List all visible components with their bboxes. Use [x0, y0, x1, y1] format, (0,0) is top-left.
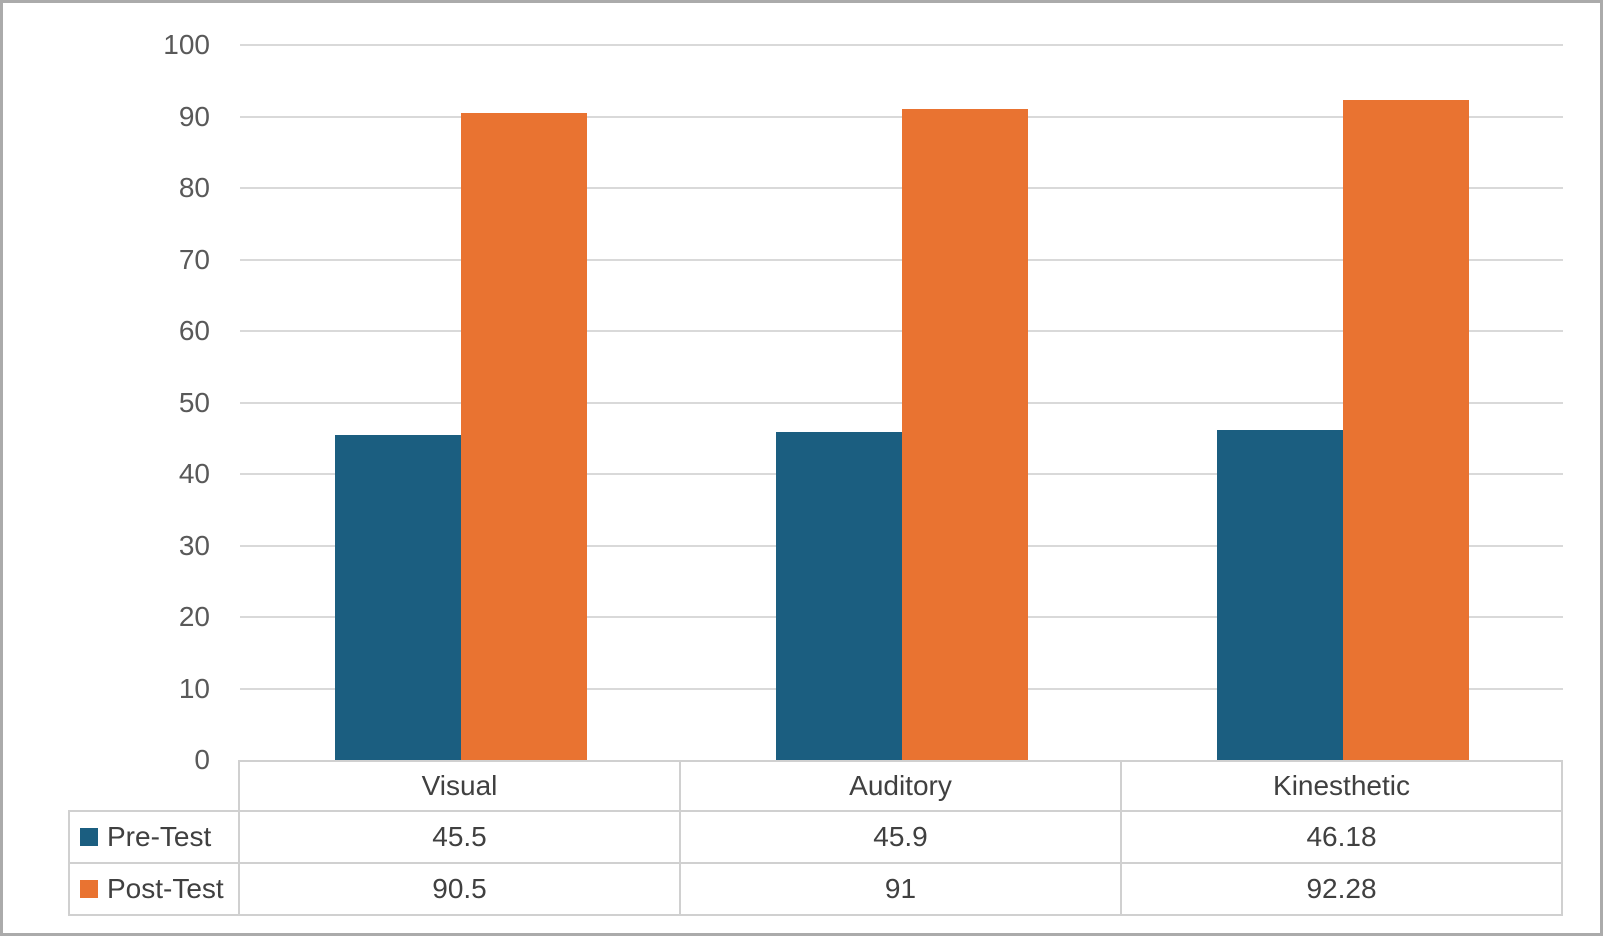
- table-value-post-test-kinesthetic: 92.28: [1122, 864, 1563, 916]
- bar-pre-test-visual: [334, 434, 461, 760]
- y-axis-tick-label-50: 50: [178, 386, 210, 418]
- table-header-auditory: Auditory: [681, 760, 1122, 812]
- y-axis-tick-label-100: 100: [163, 29, 210, 60]
- y-axis-tick-label-0: 0: [194, 744, 210, 775]
- y-axis-tick-label-80: 80: [178, 172, 210, 203]
- legend-label-pre-test: Pre-Test: [107, 821, 212, 852]
- table-header-visual: Visual: [240, 760, 681, 812]
- table-value-pre-test-visual: 45.5: [240, 812, 681, 864]
- legend-label-post-test: Post-Test: [107, 873, 224, 904]
- legend-swatch-pre-test-icon: [80, 828, 98, 846]
- table-value-post-test-auditory: 91: [681, 864, 1122, 916]
- bar-pre-test-kinesthetic: [1216, 429, 1343, 760]
- legend-swatch-post-test-icon: [80, 880, 98, 898]
- legend-item-post-test: Post-Test: [68, 864, 240, 916]
- bar-post-test-visual: [460, 112, 587, 760]
- y-axis-tick-label-40: 40: [178, 458, 210, 489]
- legend-item-pre-test: Pre-Test: [68, 812, 240, 864]
- bar-pre-test-auditory: [775, 431, 902, 760]
- table-value-pre-test-auditory: 45.9: [681, 812, 1122, 864]
- table-value-post-test-visual: 90.5: [240, 864, 681, 916]
- data-table: Visual Auditory Kinesthetic Pre-Test 45.5 45.…: [68, 760, 1563, 916]
- bar-post-test-auditory: [901, 109, 1028, 760]
- y-axis-tick-label-60: 60: [178, 315, 210, 346]
- table-corner-blank-cell: [68, 760, 240, 812]
- gridline-y-100: [240, 44, 1563, 46]
- bar-post-test-kinesthetic: [1342, 100, 1469, 760]
- y-axis-tick-label-10: 10: [178, 672, 210, 704]
- y-axis-tick-label-20: 20: [178, 601, 210, 632]
- y-axis-tick-label-90: 90: [178, 100, 210, 132]
- table-header-kinesthetic: Kinesthetic: [1122, 760, 1563, 812]
- y-axis-tick-label-70: 70: [178, 243, 210, 275]
- table-value-pre-test-kinesthetic: 46.18: [1122, 812, 1563, 864]
- y-axis-tick-label-30: 30: [178, 529, 210, 561]
